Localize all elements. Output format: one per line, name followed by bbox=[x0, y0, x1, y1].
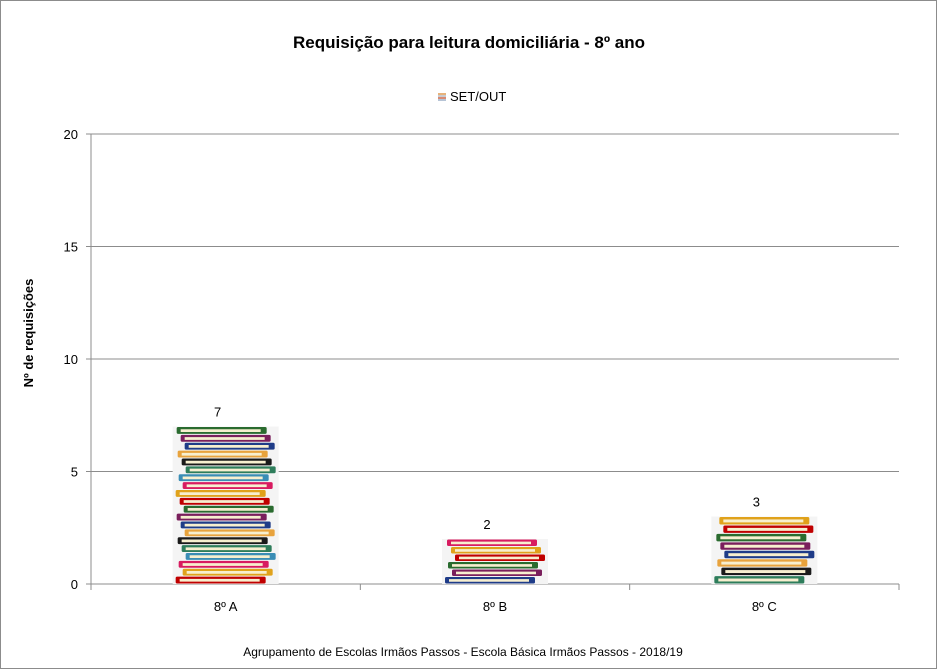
book-pages bbox=[189, 555, 270, 559]
book-pages bbox=[455, 549, 535, 552]
book-icon bbox=[175, 490, 266, 497]
book-pages bbox=[723, 519, 804, 523]
book-pages bbox=[181, 539, 262, 543]
book-pages bbox=[184, 523, 265, 527]
book-pages bbox=[718, 578, 799, 582]
book-pages bbox=[459, 556, 539, 560]
book-pages bbox=[188, 531, 269, 535]
book-icon bbox=[178, 560, 269, 568]
book-icon bbox=[717, 559, 808, 567]
book-pages bbox=[184, 437, 265, 440]
y-tick-label: 5 bbox=[71, 465, 78, 480]
book-pages bbox=[720, 536, 801, 540]
y-tick-label: 10 bbox=[64, 352, 78, 367]
book-icon bbox=[185, 466, 276, 474]
book-icon bbox=[181, 458, 272, 466]
book-icon bbox=[724, 550, 815, 559]
y-axis-ticks: 0 5 10 15 20 bbox=[64, 127, 91, 592]
book-icon bbox=[177, 537, 268, 545]
book-icon bbox=[452, 569, 542, 576]
book-icon bbox=[185, 553, 276, 560]
book-icon bbox=[181, 545, 272, 552]
legend-label-set-out: SET/OUT bbox=[450, 89, 506, 104]
chart-title: Requisição para leitura domiciliária - 8… bbox=[293, 33, 645, 52]
book-pages bbox=[186, 484, 267, 488]
book-icon bbox=[182, 568, 273, 576]
book-pages bbox=[451, 541, 531, 545]
book-pages bbox=[721, 561, 802, 565]
chart-footer: Agrupamento de Escolas Irmãos Passos - E… bbox=[243, 645, 683, 659]
x-axis-ticks: 8º A 8º B 8º C bbox=[214, 599, 777, 614]
bar bbox=[442, 539, 548, 584]
book-icon bbox=[720, 542, 811, 550]
legend: SET/OUT bbox=[438, 89, 506, 104]
book-icon bbox=[180, 521, 271, 529]
book-pages bbox=[183, 500, 264, 503]
y-axis-label: Nº de requisições bbox=[21, 279, 36, 388]
book-pages bbox=[728, 553, 809, 557]
book-pages bbox=[181, 452, 262, 456]
book-icon bbox=[177, 450, 268, 458]
bar-background bbox=[442, 539, 548, 584]
book-icon bbox=[179, 497, 270, 505]
book-icon bbox=[176, 427, 267, 434]
book-pages bbox=[452, 564, 532, 567]
x-tick-label: 8º B bbox=[483, 599, 507, 614]
book-pages bbox=[180, 515, 261, 519]
book-icon bbox=[723, 525, 814, 533]
data-labels: 7 2 3 bbox=[214, 405, 760, 533]
book-icon bbox=[451, 547, 541, 554]
book-icon bbox=[448, 562, 538, 569]
book-pages bbox=[189, 468, 270, 472]
bar-background bbox=[172, 426, 279, 584]
y-tick-label: 15 bbox=[64, 240, 78, 255]
book-pages bbox=[725, 570, 806, 574]
book-icon bbox=[714, 576, 805, 584]
book-pages bbox=[186, 571, 267, 574]
book-pages bbox=[188, 445, 269, 448]
book-icon bbox=[178, 474, 269, 482]
book-icon bbox=[183, 505, 274, 513]
book-icon bbox=[455, 554, 545, 561]
book-icon bbox=[184, 442, 275, 450]
x-tick-label: 8º A bbox=[214, 599, 238, 614]
book-pages bbox=[724, 544, 805, 548]
data-label: 7 bbox=[214, 405, 221, 420]
book-icon bbox=[721, 567, 812, 576]
book-pages bbox=[727, 527, 808, 531]
book-pages bbox=[187, 508, 268, 511]
y-tick-label: 20 bbox=[64, 127, 78, 142]
book-icon bbox=[445, 577, 535, 584]
book-icon bbox=[176, 513, 267, 521]
book-icon bbox=[175, 576, 266, 584]
legend-swatch-book-icon bbox=[438, 93, 446, 101]
bar bbox=[172, 426, 279, 584]
book-pages bbox=[182, 563, 263, 566]
x-tick-label: 8º C bbox=[752, 599, 777, 614]
bars bbox=[172, 426, 818, 584]
book-pages bbox=[179, 492, 260, 496]
book-pages bbox=[449, 579, 529, 582]
book-icon bbox=[182, 482, 273, 489]
book-icon bbox=[716, 533, 807, 542]
book-pages bbox=[185, 460, 266, 464]
book-icon bbox=[184, 529, 275, 537]
book-icon bbox=[447, 539, 537, 546]
bar bbox=[711, 516, 818, 584]
book-icon bbox=[180, 434, 271, 442]
book-pages bbox=[185, 547, 266, 551]
book-pages bbox=[182, 476, 263, 480]
book-pages bbox=[180, 429, 261, 433]
y-tick-label: 0 bbox=[71, 577, 78, 592]
data-label: 2 bbox=[483, 517, 490, 532]
book-pages bbox=[456, 571, 536, 575]
data-label: 3 bbox=[753, 495, 760, 510]
book-icon bbox=[719, 517, 810, 525]
book-pages bbox=[179, 578, 260, 582]
